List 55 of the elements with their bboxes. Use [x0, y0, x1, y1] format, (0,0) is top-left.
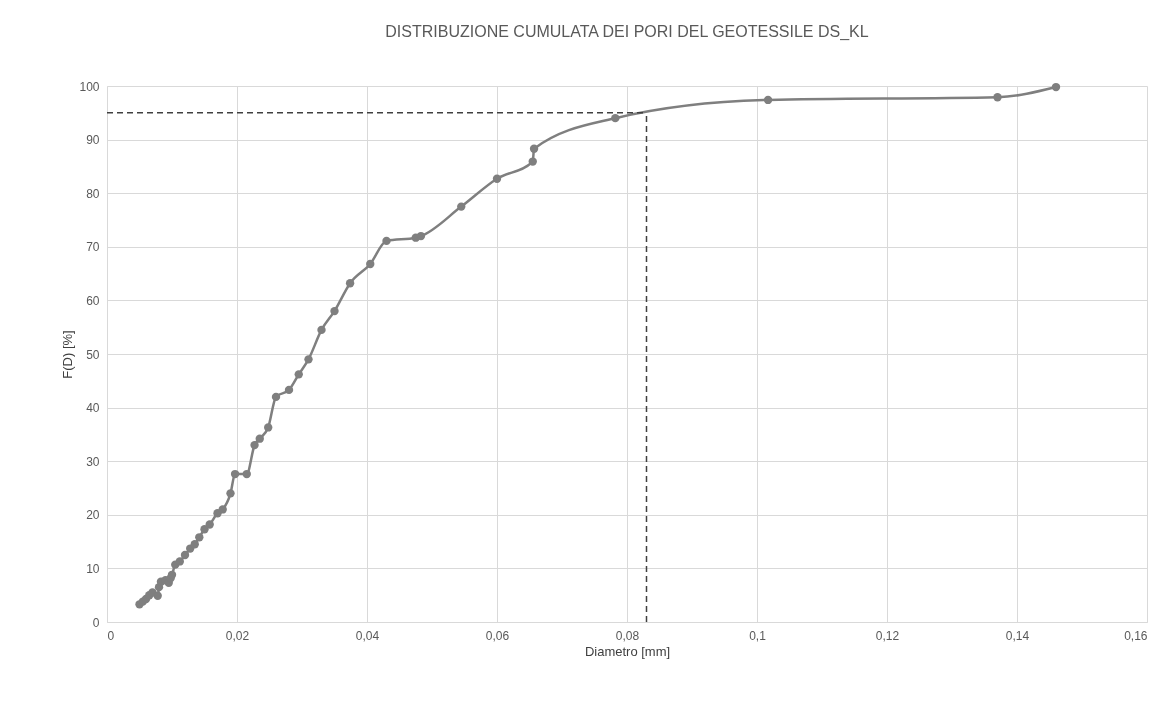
y-tick-label: 20 — [86, 508, 100, 523]
point — [230, 469, 240, 479]
y-tick-label: 70 — [86, 240, 100, 255]
y-tick-label: 0 — [92, 615, 100, 630]
point — [205, 520, 214, 529]
y-tick-label: 10 — [86, 561, 100, 576]
point — [200, 525, 209, 534]
point — [195, 533, 204, 542]
x-tick-label: 0,02 — [225, 628, 250, 643]
y-tick-label: 50 — [86, 347, 100, 362]
point — [226, 489, 235, 498]
point — [264, 423, 273, 432]
y-tick-label: 60 — [86, 293, 100, 308]
point — [382, 236, 391, 246]
point — [180, 550, 190, 560]
x-tick-label: 0,14 — [1005, 628, 1030, 643]
x-tick-label: 0,16 — [1124, 628, 1148, 643]
point — [1051, 82, 1061, 92]
point — [611, 113, 620, 123]
x-tick-label: 0 — [107, 628, 115, 643]
point — [218, 505, 227, 514]
x-tick-label: 0,08 — [615, 628, 640, 643]
x-tick-label: 0,04 — [355, 628, 380, 643]
point — [763, 95, 773, 105]
x-tick-label: 0,1 — [749, 628, 767, 643]
x-axis-title: Diametro [mm] — [584, 643, 671, 659]
point — [153, 591, 162, 600]
point — [294, 370, 303, 379]
y-tick-label: 80 — [86, 186, 100, 201]
point — [284, 385, 294, 395]
point — [250, 440, 259, 450]
point — [317, 325, 326, 335]
y-axis-title: F(D) [%] — [60, 330, 76, 379]
point — [416, 231, 426, 241]
point — [175, 557, 184, 566]
point — [492, 174, 502, 183]
chart-title: DISTRIBUZIONE CUMULATA DEI PORI DEL GEOTESSILE DS_KL — [385, 23, 869, 41]
y-tick-label: 30 — [86, 454, 100, 469]
y-tick-label: 40 — [86, 401, 100, 416]
point — [330, 306, 339, 316]
point — [457, 202, 466, 211]
point — [190, 540, 199, 549]
y-tick-label: 100 — [79, 79, 100, 94]
point — [255, 434, 264, 443]
point — [271, 392, 281, 402]
point — [242, 469, 251, 479]
point — [304, 355, 313, 364]
point — [528, 157, 537, 166]
x-tick-label: 0,12 — [875, 628, 900, 643]
point — [529, 144, 539, 153]
x-tick-label: 0,06 — [485, 628, 510, 643]
y-tick-label: 90 — [86, 133, 100, 148]
point — [366, 259, 375, 269]
point — [345, 279, 355, 288]
point — [993, 93, 1002, 102]
